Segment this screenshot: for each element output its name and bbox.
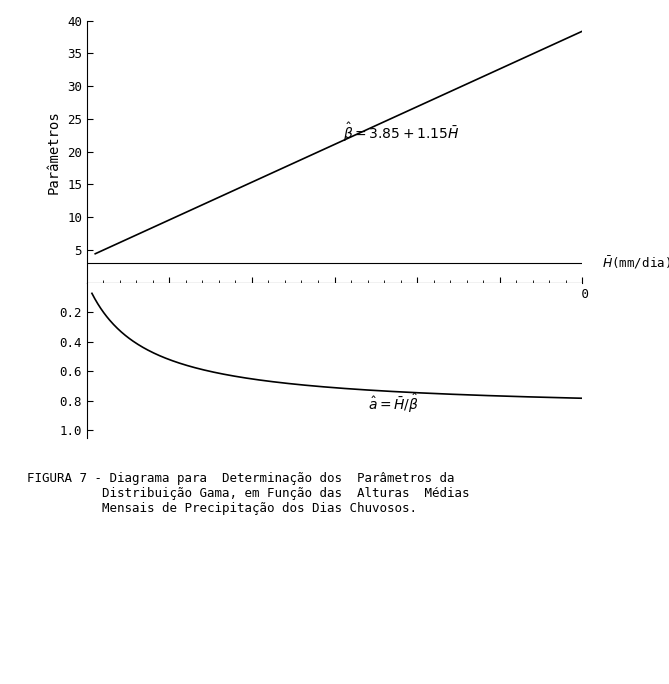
Y-axis label: Parâmetros: Parâmetros [46, 109, 60, 194]
Text: $\hat{a} = \bar{H}/\hat{\beta}$: $\hat{a} = \bar{H}/\hat{\beta}$ [367, 392, 419, 415]
Text: FIGURA 7 - Diagrama para  Determinação dos  Parâmetros da
          Distribuição: FIGURA 7 - Diagrama para Determinação do… [27, 472, 469, 515]
Text: $\hat{\beta} = 3.85 + 1.15\bar{H}$: $\hat{\beta} = 3.85 + 1.15\bar{H}$ [343, 120, 459, 144]
Text: $\bar{H}$(mm/dia): $\bar{H}$(mm/dia) [602, 255, 669, 272]
